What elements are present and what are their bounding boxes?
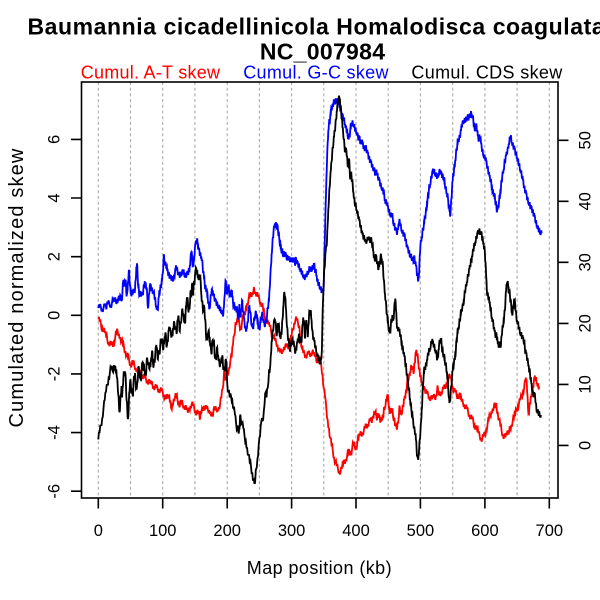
svg-text:500: 500 bbox=[407, 522, 435, 540]
svg-text:6: 6 bbox=[46, 135, 64, 144]
svg-text:-4: -4 bbox=[46, 425, 64, 440]
svg-text:20: 20 bbox=[577, 314, 595, 332]
svg-text:Map position (kb): Map position (kb) bbox=[247, 558, 392, 578]
svg-text:Cumul. A-T skew: Cumul. A-T skew bbox=[81, 63, 221, 83]
svg-text:-2: -2 bbox=[46, 367, 64, 382]
svg-text:30: 30 bbox=[577, 253, 595, 271]
svg-text:400: 400 bbox=[342, 522, 370, 540]
svg-text:300: 300 bbox=[278, 522, 306, 540]
svg-text:600: 600 bbox=[471, 522, 499, 540]
svg-text:-6: -6 bbox=[46, 484, 64, 499]
svg-text:Baumannia cicadellinicola Homa: Baumannia cicadellinicola Homalodisca co… bbox=[28, 14, 600, 40]
svg-text:0: 0 bbox=[94, 522, 103, 540]
svg-text:100: 100 bbox=[149, 522, 177, 540]
svg-text:Cumulated normalized skew: Cumulated normalized skew bbox=[6, 148, 28, 428]
svg-text:10: 10 bbox=[577, 375, 595, 393]
svg-text:Cumul. CDS skew: Cumul. CDS skew bbox=[411, 63, 563, 83]
svg-text:700: 700 bbox=[536, 522, 564, 540]
svg-text:2: 2 bbox=[46, 252, 64, 261]
svg-text:40: 40 bbox=[577, 192, 595, 210]
svg-text:0: 0 bbox=[46, 311, 64, 320]
svg-text:0: 0 bbox=[577, 441, 595, 450]
svg-text:200: 200 bbox=[213, 522, 241, 540]
svg-text:Cumul. G-C skew: Cumul. G-C skew bbox=[243, 63, 389, 83]
svg-text:50: 50 bbox=[577, 131, 595, 149]
svg-text:NC_007984: NC_007984 bbox=[260, 39, 385, 65]
svg-text:4: 4 bbox=[46, 193, 64, 202]
